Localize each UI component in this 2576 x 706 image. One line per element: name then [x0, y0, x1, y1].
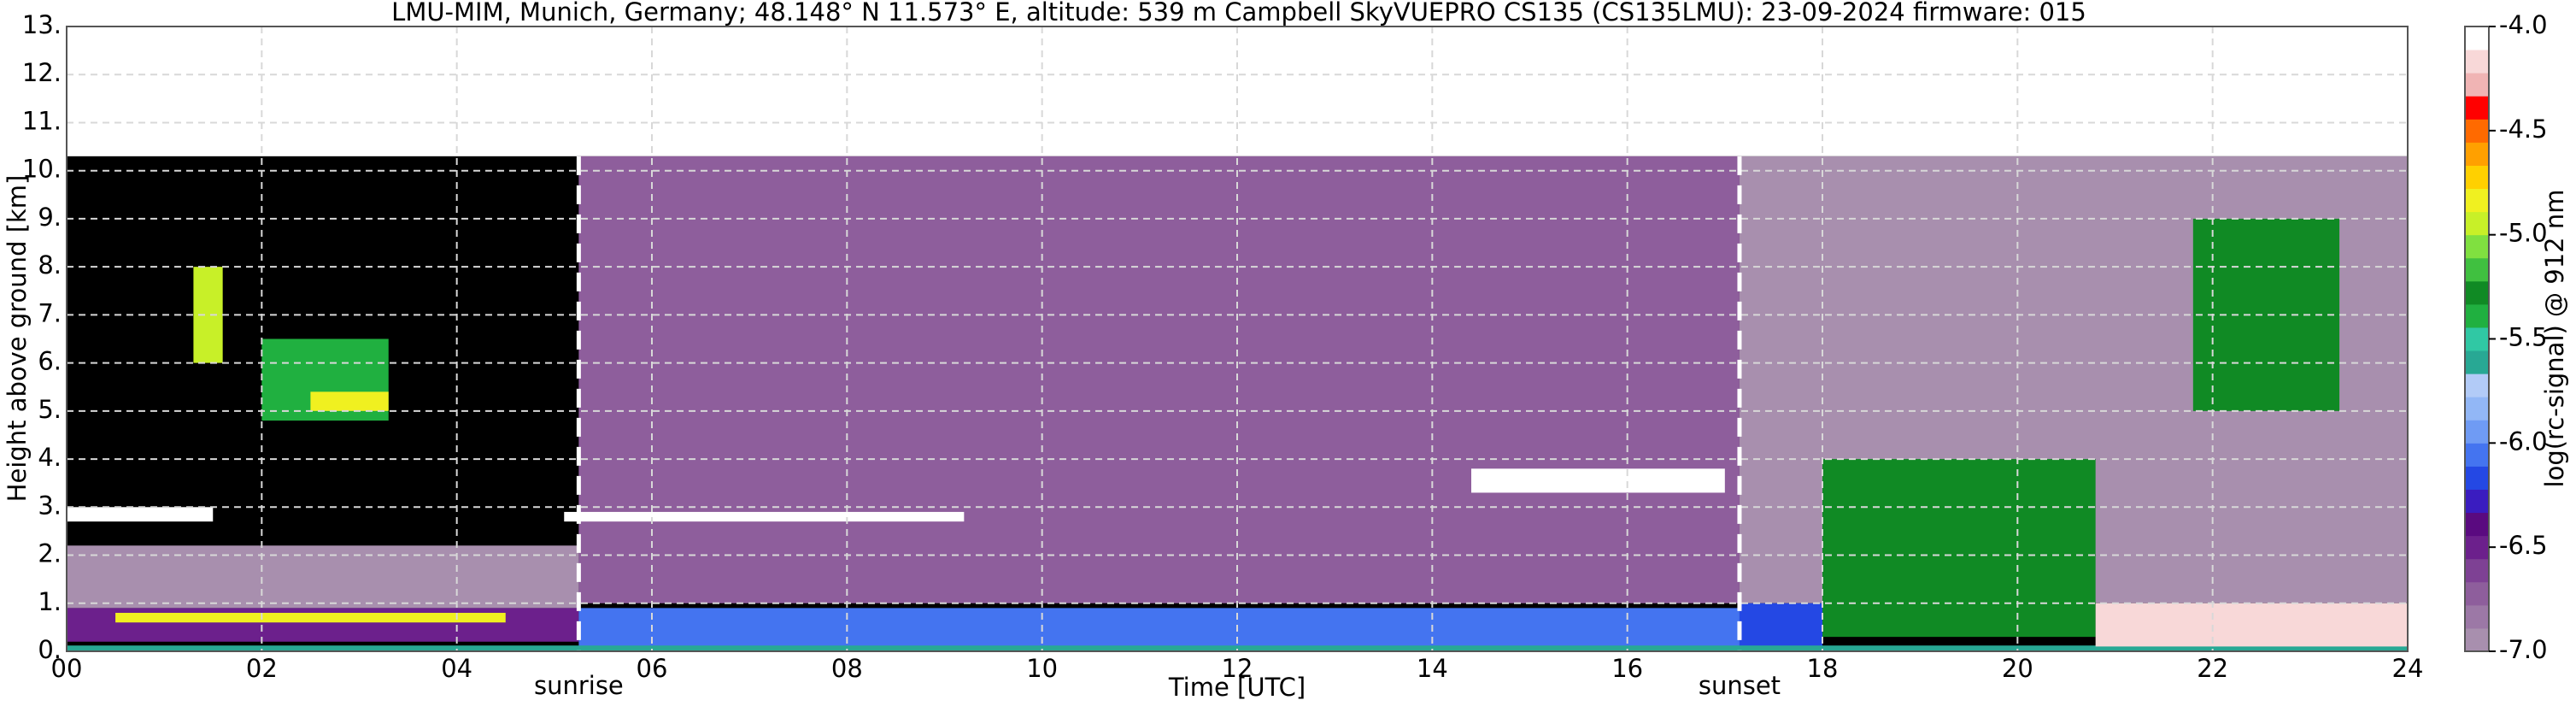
colorbar-swatch: [2465, 50, 2489, 74]
colorbar-swatch: [2465, 188, 2489, 213]
colorbar-tick-label: -7.0: [2499, 635, 2548, 664]
y-tick-label: 2.: [38, 539, 62, 568]
colorbar-swatch: [2465, 512, 2489, 537]
y-tick-label: 8.: [38, 250, 62, 279]
colorbar-swatch: [2465, 535, 2489, 560]
heatmap-cell: [1822, 459, 2096, 638]
y-axis-label: Height above ground [km]: [3, 175, 32, 503]
heatmap-cell: [2095, 603, 2408, 647]
y-tick-label: 12.: [22, 58, 62, 87]
colorbar-tick-label: -5.5: [2499, 323, 2548, 352]
colorbar-swatch: [2465, 627, 2489, 652]
colorbar-swatch: [2465, 280, 2489, 305]
y-tick-label: 6.: [38, 347, 62, 376]
y-tick-label: 3.: [38, 491, 62, 520]
colorbar-swatch: [2465, 558, 2489, 583]
colorbar-swatch: [2465, 489, 2489, 514]
heatmap-cell: [1739, 603, 1822, 647]
chart-title: LMU-MIM, Munich, Germany; 48.148° N 11.5…: [391, 0, 2086, 26]
x-tick-label: 00: [51, 654, 83, 683]
heatmap-cell: [193, 267, 223, 363]
heatmap-cell: [578, 156, 1740, 603]
x-tick-label: 06: [637, 654, 668, 683]
heatmap-cell: [115, 613, 506, 623]
colorbar-swatch: [2465, 234, 2489, 259]
y-tick-label: 1.: [38, 587, 62, 616]
x-tick-label: 10: [1026, 654, 1058, 683]
colorbar-swatch: [2465, 374, 2489, 397]
colorbar-swatch: [2465, 26, 2489, 50]
heatmap-cell: [67, 645, 2408, 651]
colorbar-swatch: [2465, 165, 2489, 190]
annotation-label: sunset: [1699, 671, 1781, 700]
annotation-label: sunrise: [534, 671, 624, 700]
colorbar-swatch: [2465, 466, 2489, 490]
colorbar-swatch: [2465, 303, 2489, 328]
x-tick-label: 12: [1222, 654, 1253, 683]
colorbar-swatch: [2465, 257, 2489, 282]
heatmap-cell: [564, 511, 965, 522]
x-tick-label: 08: [831, 654, 863, 683]
x-tick-label: 04: [441, 654, 472, 683]
colorbar-tick-label: -6.0: [2499, 427, 2548, 456]
y-tick-label: 7.: [38, 298, 62, 327]
colorbar-swatch: [2465, 350, 2489, 374]
y-tick-label: 10.: [22, 155, 62, 184]
heatmap-cell: [67, 507, 214, 522]
colorbar-tick-label: -4.0: [2499, 10, 2548, 39]
y-tick-label: 5.: [38, 395, 62, 424]
colorbar-swatch: [2465, 420, 2489, 444]
heatmap-cell: [310, 391, 389, 411]
colorbar-label: log(rc-signal) @ 912 nm: [2540, 190, 2569, 488]
colorbar-swatch: [2465, 604, 2489, 629]
colorbar-tick-label: -4.5: [2499, 115, 2548, 144]
x-tick-label: 20: [2002, 654, 2033, 683]
y-tick-label: 0.: [38, 635, 62, 664]
colorbar-swatch: [2465, 397, 2489, 421]
colorbar-swatch: [2465, 142, 2489, 166]
x-axis-label: Time [UTC]: [1168, 673, 1306, 702]
colorbar-tick-label: -5.0: [2499, 219, 2548, 248]
colorbar-swatch: [2465, 73, 2489, 97]
heatmap-cell: [2192, 218, 2340, 411]
heatmap-cell: [578, 608, 1740, 647]
colorbar-swatch: [2465, 211, 2489, 236]
colorbar-tick-label: -6.5: [2499, 531, 2548, 560]
x-tick-label: 14: [1417, 654, 1448, 683]
plot-frame: [66, 26, 2409, 652]
colorbar-swatch: [2465, 443, 2489, 467]
x-tick-label: 18: [1807, 654, 1839, 683]
y-tick-label: 9.: [38, 203, 62, 232]
y-tick-label: 11.: [22, 106, 62, 135]
x-tick-label: 24: [2392, 654, 2424, 683]
x-tick-label: 16: [1611, 654, 1643, 683]
y-tick-label: 4.: [38, 443, 62, 472]
heatmap-cell: [1471, 468, 1725, 493]
y-tick-label: 13.: [22, 10, 62, 39]
colorbar-swatch: [2465, 327, 2489, 351]
x-tick-label: 22: [2197, 654, 2228, 683]
colorbar-swatch: [2465, 119, 2489, 143]
colorbar-swatch: [2465, 96, 2489, 120]
colorbar-swatch: [2465, 581, 2489, 606]
x-tick-label: 02: [246, 654, 278, 683]
